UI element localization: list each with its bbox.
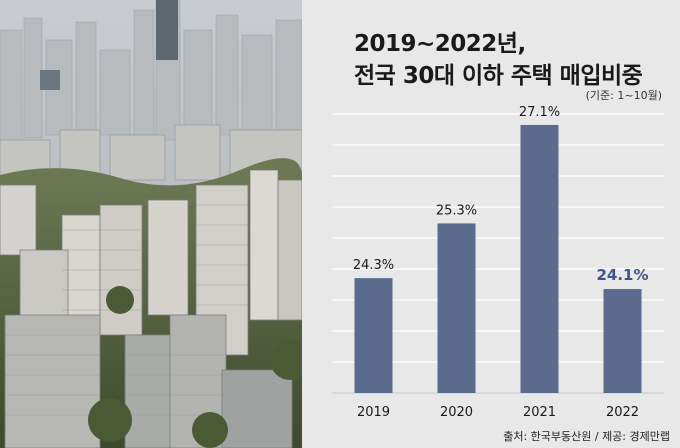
data-label-2020: 25.3%: [436, 203, 477, 218]
x-tick-2022: 2022: [606, 405, 639, 420]
data-label-2021: 27.1%: [519, 105, 560, 120]
bar-chart: 24.3% 25.3% 27.1% 24.1% 2019 2020 2021 2022: [332, 105, 664, 420]
bar-2021: [520, 124, 559, 394]
data-labels: 24.3% 25.3% 27.1% 24.1%: [353, 105, 649, 284]
data-label-2019: 24.3%: [353, 258, 394, 273]
x-tick-2021: 2021: [523, 405, 556, 420]
bar-2019: [354, 278, 393, 393]
x-tick-labels: 2019 2020 2021 2022: [357, 405, 639, 420]
chart-title-line-1: 2019~2022년,: [354, 31, 526, 57]
basis-note: (기준: 1~10월): [585, 89, 662, 102]
bar-2022: [603, 289, 642, 393]
x-tick-2019: 2019: [357, 405, 390, 420]
x-tick-2020: 2020: [440, 405, 473, 420]
chart-panel: 2019~2022년, 전국 30대 이하 주택 매입비중 (기준: 1~10월…: [302, 0, 680, 448]
bar-2020: [437, 223, 476, 393]
source-note: 출처: 한국부동산원 / 제공: 경제만랩: [503, 430, 670, 443]
chart-title-line-2: 전국 30대 이하 주택 매입비중: [354, 63, 643, 89]
data-label-2022: 24.1%: [596, 266, 648, 284]
bars: [354, 124, 642, 394]
city-apartments-photo: [0, 0, 302, 448]
